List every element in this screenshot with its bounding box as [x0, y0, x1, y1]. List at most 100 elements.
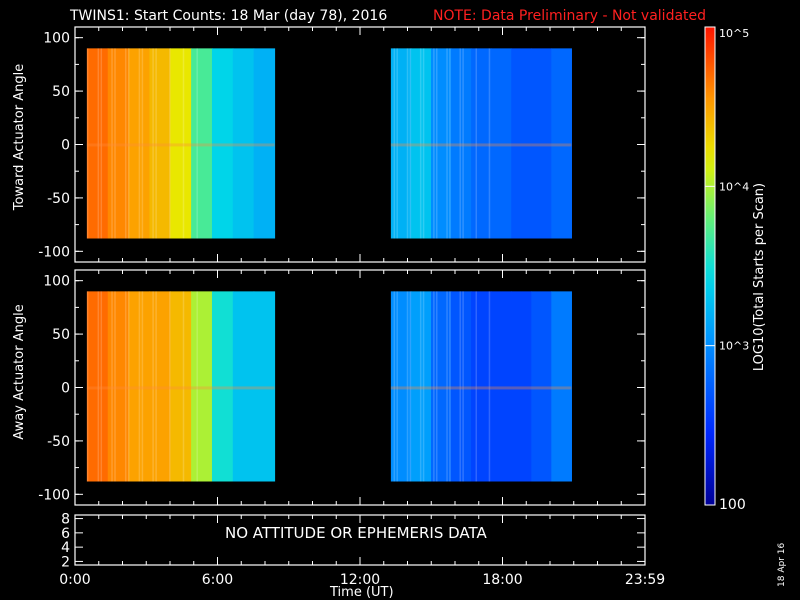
heatmap-cell — [253, 291, 276, 482]
heatmap-cell — [86, 291, 109, 482]
x-tick-label: 12:00 — [340, 572, 380, 588]
heatmap-streak — [141, 291, 144, 482]
heatmap-streak — [100, 291, 103, 482]
heatmap-cell — [531, 291, 552, 482]
x-axis-label: Time (UT) — [330, 585, 394, 600]
heatmap-zero-band — [86, 143, 275, 147]
heatmap-streak — [459, 48, 461, 239]
y-tick-label: 100 — [43, 274, 70, 290]
chart-title: TWINS1: Start Counts: 18 Mar (day 78), 2… — [70, 8, 388, 24]
preliminary-note: NOTE: Data Preliminary - Not validated — [433, 8, 707, 24]
heatmap-cell — [531, 48, 552, 239]
heatmap-cell — [191, 48, 213, 239]
y-tick-label: -50 — [47, 434, 70, 450]
colorbar — [704, 26, 716, 506]
heatmap-streak — [396, 48, 398, 239]
heatmap-cell — [232, 48, 255, 239]
heatmap-streak — [396, 291, 398, 482]
top-y-axis-label: Toward Actuator Angle — [12, 63, 27, 211]
heatmap-streak — [436, 48, 438, 239]
colorbar-tick-label: 100 — [719, 497, 746, 513]
heatmap-streak — [114, 291, 116, 482]
y-tick-label: -50 — [47, 191, 70, 207]
heatmap-streak — [436, 291, 438, 482]
heatmap-streak — [462, 48, 464, 239]
colorbar-tick-label: 10^4 — [719, 180, 749, 193]
heatmap-zero-band — [86, 386, 275, 390]
heatmap-cell — [191, 291, 213, 482]
heatmap-streak — [449, 48, 451, 239]
heatmap-cell — [471, 48, 492, 239]
heatmap-streak — [124, 291, 127, 482]
y-tick-label: 8 — [61, 512, 70, 528]
heatmap-cell — [471, 291, 492, 482]
heatmap-streak — [97, 291, 100, 482]
heatmap-streak — [141, 48, 144, 239]
heatmap-streak — [196, 48, 198, 239]
heatmap-streak — [97, 48, 100, 239]
heatmap-streak — [86, 48, 89, 239]
x-tick-label: 23:59 — [625, 572, 665, 588]
y-tick-label: 100 — [43, 31, 70, 47]
heatmap-streak — [169, 48, 171, 239]
heatmap-streak — [393, 291, 396, 482]
y-tick-label: 0 — [61, 138, 70, 154]
heatmap-cell — [511, 291, 532, 482]
colorbar-label: LOG10(Total Starts per Scan) — [752, 182, 767, 372]
heatmap-streak — [138, 291, 141, 482]
colorbar-tick-label: 10^3 — [719, 340, 749, 353]
panel-away-actuator — [74, 269, 646, 506]
heatmap-streak — [114, 48, 116, 239]
heatmap-cell — [170, 291, 192, 482]
no-data-message: NO ATTITUDE OR EPHEMERIS DATA — [225, 524, 487, 542]
x-tick-label: 0:00 — [59, 572, 90, 588]
heatmap-cell — [253, 48, 276, 239]
heatmap-cell — [107, 48, 130, 239]
heatmap-cell — [410, 48, 432, 239]
heatmap-cell — [390, 48, 412, 239]
heatmap-streak — [155, 48, 157, 239]
y-tick-label: 4 — [61, 540, 70, 556]
heatmap-cell — [86, 48, 109, 239]
heatmap-streak — [459, 291, 461, 482]
heatmap-cell — [211, 48, 234, 239]
y-tick-label: 50 — [52, 84, 70, 100]
heatmap-streak — [433, 48, 435, 239]
heatmap-streak — [152, 48, 154, 239]
heatmap-streak — [446, 48, 448, 239]
heatmap-cell — [451, 48, 472, 239]
heatmap-streak — [475, 48, 478, 239]
heatmap-streak — [100, 48, 103, 239]
heatmap-cell — [430, 48, 452, 239]
heatmap-streak — [124, 48, 127, 239]
heatmap-cell — [232, 291, 255, 482]
panel-toward-actuator — [74, 26, 646, 263]
heatmap-streak — [488, 48, 491, 239]
bottom-y-axis-label: Away Actuator Angle — [12, 304, 27, 440]
heatmap-streak — [422, 291, 425, 482]
heatmap-streak — [409, 48, 412, 239]
heatmap-streak — [433, 291, 435, 482]
heatmap-streak — [169, 291, 171, 482]
y-tick-label: 2 — [61, 554, 70, 570]
y-tick-label: 6 — [61, 526, 70, 542]
heatmap-cell — [410, 291, 432, 482]
heatmap-streak — [488, 291, 491, 482]
heatmap-streak — [86, 291, 89, 482]
heatmap-cell — [491, 48, 512, 239]
heatmap-cell — [551, 291, 572, 482]
heatmap-streak — [419, 291, 422, 482]
x-tick-label: 18:00 — [482, 572, 522, 588]
heatmap-cell — [511, 48, 532, 239]
heatmap-streak — [449, 291, 451, 482]
heatmap-streak — [446, 291, 448, 482]
heatmap-cell — [170, 48, 192, 239]
heatmap-streak — [196, 291, 198, 482]
heatmap-streak — [393, 48, 396, 239]
heatmap-streak — [111, 48, 113, 239]
colorbar-tick-label: 10^5 — [719, 27, 749, 40]
heatmap-streak — [409, 291, 412, 482]
heatmap-streak — [138, 48, 141, 239]
heatmap-streak — [127, 291, 130, 482]
heatmap-zero-band — [390, 386, 572, 390]
